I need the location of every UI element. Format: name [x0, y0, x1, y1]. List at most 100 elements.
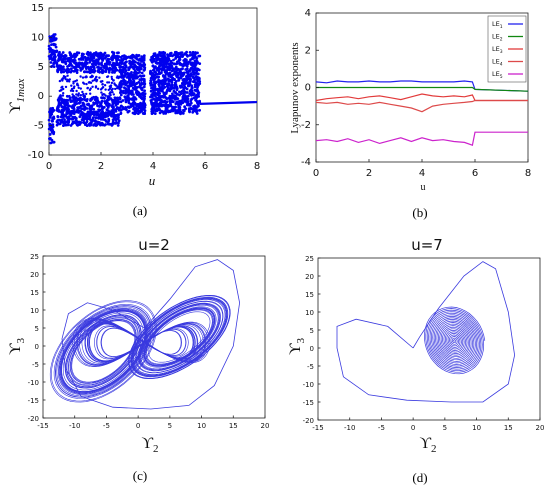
scatter-point: [110, 104, 114, 108]
scatter-point: [67, 123, 70, 127]
scatter-point: [118, 81, 122, 85]
scatter-point: [163, 110, 166, 114]
scatter-point: [87, 112, 91, 115]
scatter-point: [128, 56, 132, 59]
scatter-point: [114, 69, 117, 73]
scatter-point: [113, 100, 116, 104]
scatter-point: [140, 63, 144, 67]
scatter-point: [168, 62, 172, 65]
scatter-point: [192, 80, 196, 84]
scatter-point: [191, 64, 195, 68]
scatter-point: [174, 57, 178, 60]
scatter-point: [115, 58, 118, 62]
scatter-point: [158, 98, 161, 102]
scatter-point: [74, 67, 77, 71]
scatter-point: [171, 100, 175, 104]
scatter-point: [150, 110, 154, 113]
scatter-point: [92, 54, 96, 58]
scatter-point: [198, 80, 202, 83]
scatter-point: [188, 51, 192, 54]
scatter-point: [49, 39, 53, 43]
scatter-point: [157, 96, 161, 99]
scatter-point: [168, 52, 172, 55]
scatter-point: [177, 105, 181, 109]
scatter-point: [61, 51, 65, 54]
attractor-orbit-left: [57, 307, 149, 395]
scatter-point: [170, 76, 174, 80]
scatter-point: [153, 80, 157, 84]
scatter-point: [110, 77, 114, 81]
scatter-point: [73, 85, 76, 88]
legend-label-sub: 5: [500, 74, 503, 80]
scatter-point: [111, 118, 115, 122]
scatter-point: [120, 58, 124, 61]
scatter-point: [80, 107, 84, 111]
scatter-point: [102, 114, 106, 118]
scatter-point: [65, 110, 69, 113]
legend-label: LE5: [492, 70, 503, 80]
y-tick-label: -20: [28, 415, 39, 423]
x-tick-label: 10: [472, 424, 481, 432]
scatter-point: [54, 45, 58, 49]
attractor-orbit-right: [138, 303, 220, 371]
scatter-point: [61, 85, 64, 89]
scatter-point: [134, 91, 138, 94]
scatter-point: [196, 67, 200, 71]
scatter-point: [67, 108, 70, 111]
scatter-point: [85, 75, 88, 78]
scatter-point: [185, 53, 189, 57]
scatter-point: [109, 113, 113, 117]
panel-d-ylabel: ϒ3: [287, 337, 307, 355]
scatter-point: [183, 90, 187, 94]
scatter-point: [191, 56, 195, 60]
scatter-point: [196, 51, 199, 55]
x-tick-label: 0: [313, 168, 319, 179]
attractor-orbit-left: [54, 305, 152, 398]
panel-a-axes: [48, 7, 258, 156]
scatter-point: [190, 86, 194, 90]
scatter-point: [51, 108, 55, 112]
scatter-point: [113, 115, 117, 119]
scatter-point: [69, 57, 73, 61]
scatter-point: [56, 98, 60, 102]
scatter-point: [77, 94, 80, 97]
scatter-point: [131, 104, 135, 108]
y-tick-label: 10: [31, 32, 44, 43]
scatter-point: [61, 94, 65, 97]
attractor-orbit-left: [68, 317, 138, 386]
scatter-point: [176, 110, 180, 113]
scatter-point: [140, 88, 144, 92]
scatter-point: [85, 120, 89, 124]
panel-a-ylabel-main: ϒ: [7, 102, 24, 114]
scatter-point: [85, 98, 89, 101]
attractor-orbit-left: [59, 309, 148, 394]
scatter-point: [103, 84, 107, 87]
scatter-point: [107, 117, 111, 121]
scatter-point: [172, 86, 175, 90]
scatter-point: [168, 98, 172, 102]
scatter-point: [86, 65, 90, 69]
attractor-orbit-left: [71, 320, 135, 383]
y-tick-label: -10: [303, 381, 314, 389]
panel-b-caption: (b): [412, 205, 427, 220]
scatter-point: [140, 71, 144, 75]
scatter-point: [93, 78, 96, 82]
scatter-point: [124, 100, 128, 104]
scatter-point: [91, 63, 95, 67]
scatter-point: [56, 70, 60, 74]
scatter-point: [68, 94, 71, 98]
attractor-orbit-cross: [85, 322, 198, 363]
attractor-orbit-left: [67, 317, 139, 386]
scatter-point: [72, 112, 76, 115]
scatter-point: [47, 44, 51, 48]
scatter-point: [127, 109, 131, 113]
scatter-point: [118, 97, 122, 101]
scatter-point: [62, 124, 65, 127]
panel-d-ylabel-sub: 3: [295, 337, 307, 343]
legend-label: LE3: [492, 45, 503, 55]
legend-label-main: LE: [492, 33, 500, 41]
scatter-point: [185, 70, 189, 74]
scatter-point: [177, 78, 181, 82]
